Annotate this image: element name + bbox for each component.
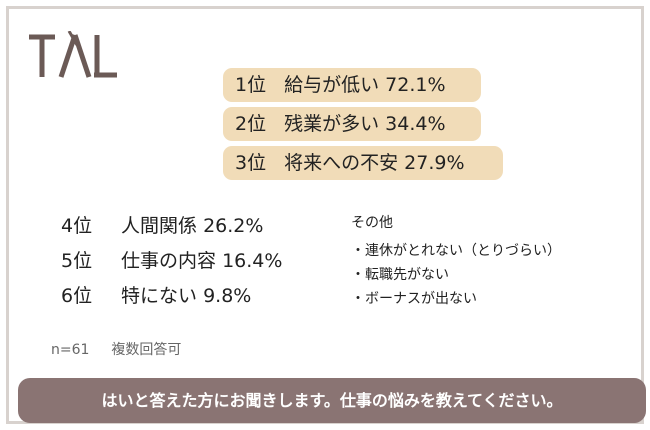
- answer-type: 複数回答可: [111, 342, 182, 358]
- lower-ranks-list: 4位 人間関係 26.2% 5位 仕事の内容 16.4% 6位 特にない 9.8%: [61, 209, 282, 314]
- tal-logo: [29, 31, 117, 78]
- other-title: その他: [351, 215, 393, 231]
- other-item: ・転職先がない: [351, 267, 449, 283]
- rank-value: 26.2%: [203, 215, 264, 237]
- rank-item: 残業が多い: [284, 113, 380, 135]
- rank-value: 72.1%: [385, 74, 446, 96]
- rank-value: 9.8%: [203, 285, 252, 307]
- other-item: ・連休がとれない（とりづらい）: [351, 243, 561, 259]
- rank-4-row: 4位 人間関係 26.2%: [61, 209, 282, 244]
- sample-size: n=61: [51, 342, 90, 358]
- sample-note: n=61 複数回答可: [51, 339, 181, 359]
- rank-value: 34.4%: [385, 113, 446, 135]
- rank-6-row: 6位 特にない 9.8%: [61, 279, 282, 314]
- rank-label: 4位: [61, 215, 93, 237]
- rank-label: 3位: [235, 152, 267, 174]
- rank-2-pill: 2位 残業が多い 34.4%: [223, 107, 481, 141]
- rank-1-pill: 1位 給与が低い 72.1%: [223, 68, 481, 102]
- rank-item: 特にない: [121, 285, 198, 307]
- rank-3-pill: 3位 将来への不安 27.9%: [223, 146, 503, 180]
- other-item: ・ボーナスが出ない: [351, 291, 477, 307]
- rank-item: 仕事の内容: [121, 250, 217, 272]
- rank-item: 人間関係: [121, 215, 198, 237]
- other-section: その他 ・連休がとれない（とりづらい） ・転職先がない ・ボーナスが出ない: [351, 213, 561, 311]
- rank-value: 16.4%: [222, 250, 283, 272]
- rank-5-row: 5位 仕事の内容 16.4%: [61, 244, 282, 279]
- rank-item: 給与が低い: [284, 74, 380, 96]
- rank-value: 27.9%: [404, 152, 465, 174]
- question-banner: はいと答えた方にお聞きします。仕事の悩みを教えてください。: [18, 378, 646, 423]
- rank-label: 2位: [235, 113, 267, 135]
- rank-item: 将来への不安: [284, 152, 399, 174]
- rank-label: 5位: [61, 250, 93, 272]
- card-frame: 1位 給与が低い 72.1% 2位 残業が多い 34.4% 3位 将来への不安 27.…: [6, 6, 646, 424]
- rank-label: 6位: [61, 285, 93, 307]
- rank-label: 1位: [235, 74, 267, 96]
